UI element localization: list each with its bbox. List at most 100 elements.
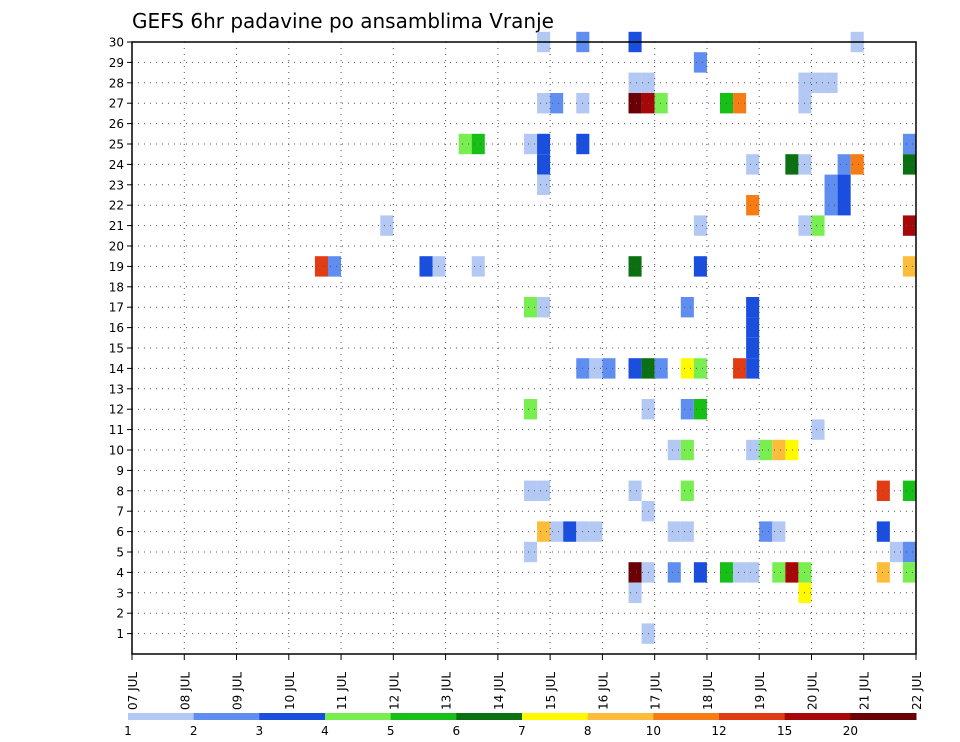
heatmap-cell — [537, 154, 551, 175]
x-tick-label: 15 JUL — [544, 672, 558, 710]
legend-swatch — [522, 713, 589, 720]
heatmap-cell — [824, 195, 838, 216]
heatmap-cell — [733, 562, 747, 583]
heatmap-cell — [733, 93, 747, 114]
heatmap-cell — [550, 521, 564, 542]
legend-label: 8 — [584, 724, 592, 738]
heatmap-cell — [902, 154, 916, 175]
x-tick-label: 08 JUL — [178, 672, 192, 710]
heatmap-cell — [537, 521, 551, 542]
heatmap-cell — [628, 582, 642, 603]
legend-swatch — [456, 713, 523, 720]
heatmap-cell — [733, 358, 747, 379]
heatmap-cell — [746, 562, 760, 583]
heatmap-cell — [432, 256, 446, 277]
legend-label: 15 — [777, 724, 792, 738]
y-tick-label: 2 — [116, 607, 124, 621]
x-tick-label: 20 JUL — [805, 672, 819, 710]
heatmap-cell — [785, 439, 799, 461]
x-tick-label: 19 JUL — [753, 672, 767, 710]
legend-label: 4 — [321, 724, 329, 738]
heatmap-cell — [693, 256, 707, 277]
y-tick-label: 20 — [109, 240, 124, 254]
heatmap-cell — [628, 562, 642, 583]
chart-title: GEFS 6hr padavine po ansamblima Vranje — [132, 9, 554, 33]
y-tick-label: 30 — [109, 36, 124, 50]
x-tick-label: 13 JUL — [440, 672, 454, 710]
color-legend: 1 2 3 4 5 6 7 8 10 12 15 20 — [124, 713, 917, 738]
heatmap-cell — [746, 439, 760, 461]
heatmap-cell — [589, 521, 603, 542]
heatmap-cell — [314, 256, 328, 277]
y-tick-label: 12 — [109, 403, 124, 417]
heatmap-cell — [902, 133, 916, 155]
heatmap-cell — [654, 358, 668, 379]
heatmap-cell — [680, 399, 694, 420]
heatmap-cell — [537, 133, 551, 155]
legend-label: 6 — [453, 724, 461, 738]
legend-swatch — [325, 713, 392, 720]
heatmap-cell — [876, 480, 890, 501]
legend-swatch — [259, 713, 326, 720]
x-tick-label: 21 JUL — [858, 672, 872, 710]
heatmap-cell — [550, 93, 564, 114]
legend-label: 7 — [518, 724, 526, 738]
heatmap-cell — [902, 562, 916, 583]
heatmap-cell — [589, 358, 603, 379]
y-tick-label: 13 — [109, 382, 124, 396]
x-axis: 07 JUL 08 JUL 09 JUL 10 JUL 11 JUL 12 JUL 13 J… — [126, 654, 924, 710]
y-tick-label: 18 — [109, 280, 124, 294]
heatmap-cell — [563, 521, 577, 542]
heatmap-cell — [693, 358, 707, 379]
heatmap-cell — [537, 93, 551, 114]
x-tick-label: 10 JUL — [283, 672, 297, 710]
heatmap-cell — [680, 521, 694, 542]
heatmap-cell — [471, 133, 485, 155]
heatmap-cell — [759, 439, 773, 461]
heatmap-cell — [785, 154, 799, 175]
legend-label: 1 — [124, 724, 132, 738]
y-tick-label: 4 — [116, 566, 124, 580]
legend-label: 20 — [843, 724, 858, 738]
y-tick-label: 22 — [109, 199, 124, 213]
heatmap-cell — [667, 562, 681, 583]
heatmap-cell — [746, 317, 760, 338]
heatmap-cell — [772, 521, 786, 542]
y-tick-label: 8 — [116, 484, 124, 498]
y-tick-label: 25 — [109, 138, 124, 152]
heatmap-cell — [772, 562, 786, 583]
heatmap-cell — [785, 562, 799, 583]
y-tick-label: 3 — [116, 586, 124, 600]
legend-label: 12 — [711, 724, 726, 738]
y-tick-label: 19 — [109, 260, 124, 274]
heatmap-cell — [850, 154, 864, 175]
x-tick-label: 18 JUL — [701, 672, 715, 710]
y-axis: 1234567891011121314151617181920212223242… — [109, 36, 132, 641]
heatmap-cell — [902, 541, 916, 563]
heatmap-cell — [837, 174, 851, 195]
heatmap-cell — [693, 562, 707, 583]
y-tick-label: 7 — [116, 505, 124, 519]
legend-swatch — [390, 713, 457, 720]
legend-swatch — [193, 713, 260, 720]
heatmap-cell — [680, 358, 694, 379]
heatmap-cell — [524, 541, 538, 563]
heatmap-cell — [380, 215, 394, 236]
heatmap-cell — [524, 480, 538, 501]
legend-label: 3 — [256, 724, 264, 738]
heatmap-cell — [524, 297, 538, 318]
x-tick-label: 09 JUL — [231, 672, 245, 710]
x-tick-label: 07 JUL — [126, 672, 140, 710]
heatmap-cell — [524, 399, 538, 420]
heatmap-cell — [537, 480, 551, 501]
heatmap-cell — [628, 358, 642, 379]
heatmap-cell — [824, 174, 838, 195]
heatmap-cell — [328, 256, 342, 277]
legend-label: 5 — [387, 724, 395, 738]
heatmap-cell — [680, 297, 694, 318]
heatmap-cell — [772, 439, 786, 461]
y-tick-label: 27 — [109, 97, 124, 111]
y-tick-label: 9 — [116, 464, 124, 478]
x-tick-label: 12 JUL — [387, 672, 401, 710]
